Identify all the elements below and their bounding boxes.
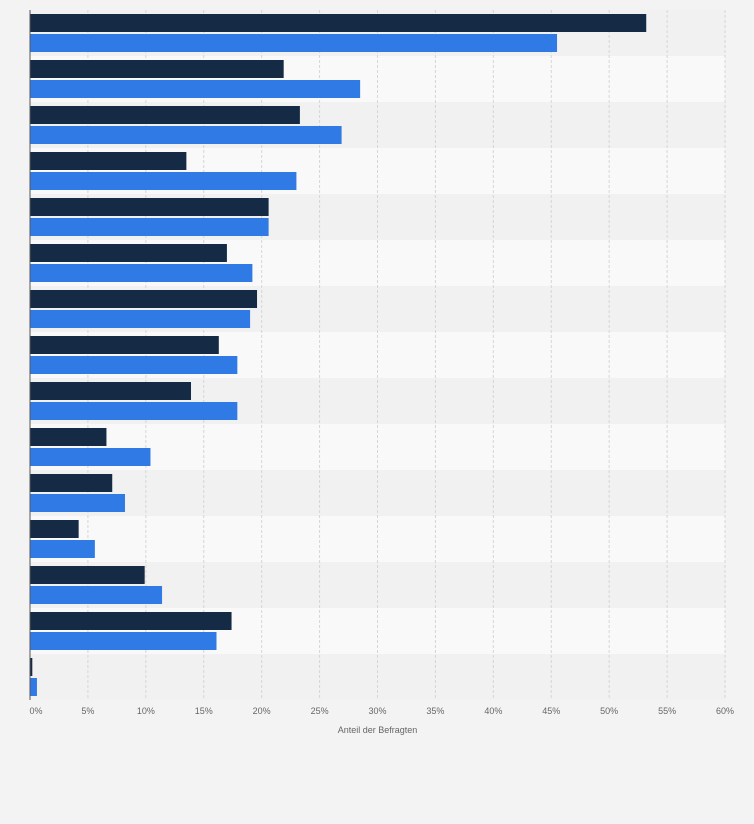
bar-series-2[interactable] [30,126,342,144]
x-tick-label: 45% [542,706,560,716]
x-tick-label: 0% [29,706,42,716]
x-tick-label: 10% [137,706,155,716]
x-tick-label: 40% [484,706,502,716]
bar-series-1[interactable] [30,474,113,492]
x-tick-label: 60% [716,706,734,716]
x-tick-label: 55% [658,706,676,716]
bar-series-2[interactable] [30,172,297,190]
bar-series-1[interactable] [30,520,79,538]
bar-series-2[interactable] [30,494,125,512]
bar-series-1[interactable] [30,382,192,400]
bar-series-2[interactable] [30,264,253,282]
bar-series-2[interactable] [30,356,238,374]
bar-series-1[interactable] [30,336,219,354]
bar-series-1[interactable] [30,106,300,124]
x-tick-label: 35% [426,706,444,716]
bar-series-1[interactable] [30,658,33,676]
x-tick-label: 25% [311,706,329,716]
bar-series-1[interactable] [30,14,647,32]
bar-series-2[interactable] [30,586,163,604]
x-tick-label: 5% [81,706,94,716]
bar-series-2[interactable] [30,540,95,558]
x-tick-label: 30% [368,706,386,716]
bar-series-1[interactable] [30,244,227,262]
x-tick-label: 50% [600,706,618,716]
bar-series-2[interactable] [30,402,238,420]
bar-series-1[interactable] [30,612,232,630]
x-tick-label: 15% [195,706,213,716]
bar-series-2[interactable] [30,80,361,98]
x-axis-label: Anteil der Befragten [338,725,418,735]
bar-series-1[interactable] [30,566,145,584]
bar-series-1[interactable] [30,152,187,170]
bar-series-2[interactable] [30,310,251,328]
bar-series-2[interactable] [30,448,151,466]
bar-series-2[interactable] [30,632,217,650]
x-axis-ticks: 0% 5% 10% 15% 20% 25% 30% 35% 40% 45% 50% 55% 60% [29,706,734,716]
gridlines [87,10,726,700]
bars [30,14,647,696]
bar-series-2[interactable] [30,218,269,236]
bar-series-2[interactable] [30,34,558,52]
x-tick-label: 20% [253,706,271,716]
row-band [30,516,725,562]
bar-series-2[interactable] [30,678,37,696]
bar-series-1[interactable] [30,60,284,78]
bar-series-1[interactable] [30,290,258,308]
bar-series-1[interactable] [30,198,269,216]
bar-series-1[interactable] [30,428,107,446]
